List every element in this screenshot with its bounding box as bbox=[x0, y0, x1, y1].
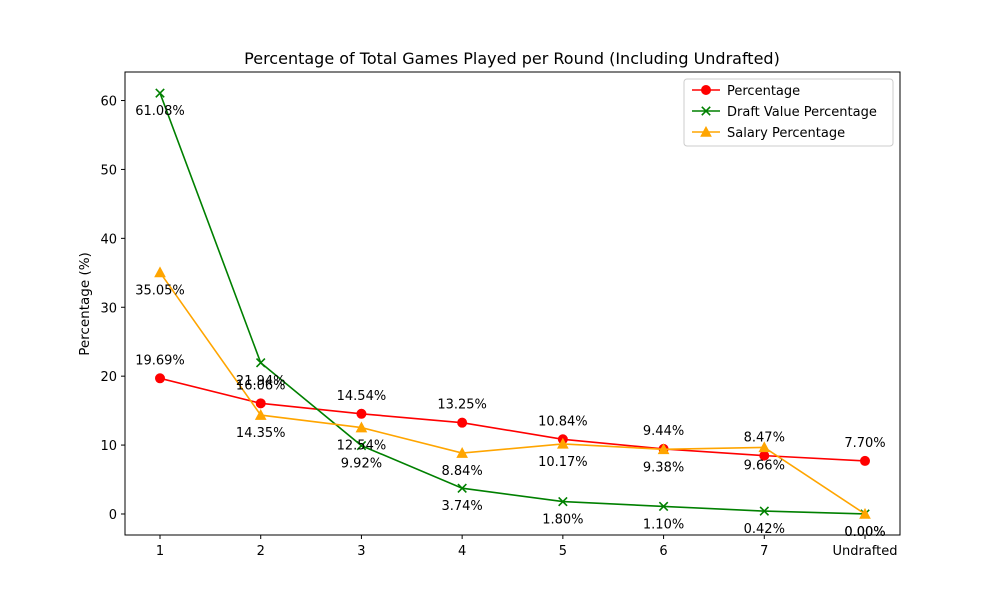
legend-marker bbox=[701, 106, 711, 116]
y-tick-label: 50 bbox=[100, 163, 117, 178]
data-label: 1.80% bbox=[542, 513, 583, 528]
series-line bbox=[159, 377, 866, 462]
data-point bbox=[457, 417, 468, 428]
y-tick-label: 10 bbox=[100, 439, 117, 454]
data-label: 8.84% bbox=[441, 464, 482, 479]
x-tick-label: 6 bbox=[659, 544, 667, 559]
x-tick-label: 2 bbox=[257, 544, 265, 559]
data-point bbox=[356, 440, 367, 451]
data-point bbox=[557, 437, 569, 449]
legend-label: Percentage bbox=[727, 84, 800, 99]
legend-label: Draft Value Percentage bbox=[727, 105, 877, 120]
data-label: 9.66% bbox=[744, 458, 785, 473]
data-label: 10.17% bbox=[538, 455, 588, 470]
data-point bbox=[254, 409, 267, 420]
data-label: 3.74% bbox=[441, 499, 482, 514]
data-label: 35.05% bbox=[135, 283, 185, 298]
y-axis-label: Percentage (%) bbox=[77, 252, 93, 356]
data-label: 1.10% bbox=[643, 517, 684, 532]
x-tick-label: 7 bbox=[760, 544, 768, 559]
legend-label: Salary Percentage bbox=[727, 126, 845, 141]
legend-item: Salary Percentage bbox=[692, 125, 845, 141]
data-label: 7.70% bbox=[844, 436, 885, 451]
data-labels: 19.69% 16.06% 14.54% 13.25% 10.84% 9.44% 8.47%… bbox=[135, 104, 885, 540]
data-label: 61.08% bbox=[135, 104, 185, 119]
chart-title: Percentage of Total Games Played per Rou… bbox=[244, 49, 780, 68]
data-point bbox=[355, 421, 368, 433]
data-label: 14.35% bbox=[236, 426, 286, 441]
data-label: 0.00% bbox=[844, 525, 885, 540]
y-tick-label: 40 bbox=[100, 232, 117, 247]
data-label: 9.44% bbox=[643, 424, 684, 439]
data-point bbox=[860, 455, 870, 466]
legend-marker bbox=[700, 125, 712, 137]
x-tick-label: Undrafted bbox=[832, 544, 897, 559]
data-label: 14.54% bbox=[337, 389, 387, 404]
x-tick-label: 5 bbox=[559, 544, 567, 559]
legend: Percentage Draft Value Percentage Salary P… bbox=[683, 78, 894, 147]
data-point bbox=[356, 408, 367, 419]
legend-item: Percentage bbox=[692, 84, 800, 99]
data-point bbox=[658, 501, 669, 512]
y-tick-label: 0 bbox=[109, 508, 117, 523]
x-tick-label: 4 bbox=[458, 544, 466, 559]
data-point bbox=[759, 506, 770, 516]
data-label: 0.42% bbox=[744, 522, 785, 537]
x-axis: 1 2 3 4 5 6 7 Undrafted bbox=[156, 535, 898, 559]
y-axis: 0 10 20 30 40 50 60 bbox=[100, 95, 125, 523]
y-tick-label: 20 bbox=[100, 370, 117, 385]
x-tick-label: 3 bbox=[357, 544, 365, 559]
data-label: 10.84% bbox=[538, 414, 588, 429]
x-tick-label: 1 bbox=[156, 544, 164, 559]
data-label: 13.25% bbox=[437, 398, 487, 413]
legend-item: Draft Value Percentage bbox=[692, 105, 877, 120]
data-label: 16.06% bbox=[236, 378, 286, 393]
data-point bbox=[758, 441, 771, 453]
data-point bbox=[456, 447, 468, 458]
series-salary-percentage bbox=[154, 266, 871, 519]
series-line bbox=[159, 92, 866, 515]
data-point bbox=[154, 266, 166, 278]
series-layer bbox=[154, 88, 871, 519]
y-tick-label: 60 bbox=[100, 95, 117, 110]
data-label: 0.00% bbox=[844, 525, 885, 540]
data-point bbox=[255, 358, 266, 368]
data-label: 12.54% bbox=[337, 439, 387, 454]
data-label: 21.94% bbox=[236, 374, 286, 389]
data-label: 9.92% bbox=[341, 457, 382, 472]
legend-box bbox=[683, 78, 894, 147]
series-line bbox=[159, 271, 866, 515]
data-point bbox=[255, 398, 266, 409]
data-label: 9.38% bbox=[643, 460, 684, 475]
data-point bbox=[558, 496, 568, 507]
data-label: 8.47% bbox=[744, 431, 785, 446]
data-point bbox=[155, 373, 165, 384]
data-point bbox=[155, 88, 165, 98]
data-point bbox=[457, 483, 467, 493]
plot-frame bbox=[124, 71, 901, 536]
data-label: 19.69% bbox=[135, 353, 185, 368]
y-tick-label: 30 bbox=[100, 301, 117, 316]
legend-marker bbox=[701, 85, 711, 95]
data-point bbox=[859, 507, 871, 519]
data-point bbox=[657, 443, 670, 455]
